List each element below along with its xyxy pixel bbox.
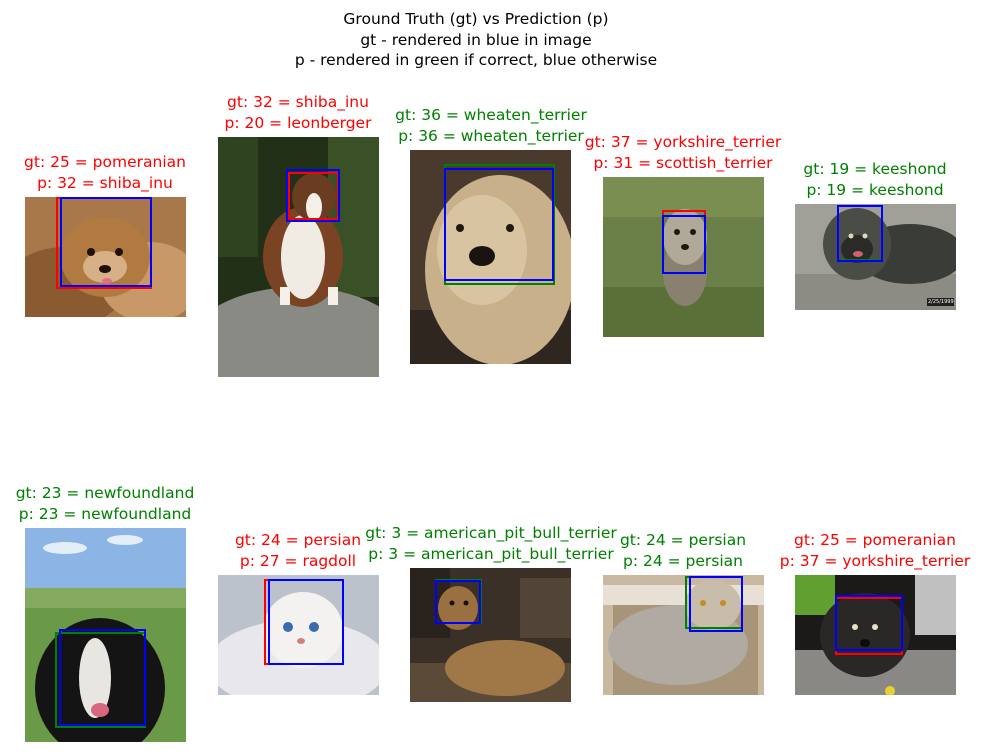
panel-gt-label: gt: 36 = wheaten_terrier bbox=[395, 106, 587, 124]
panel-gt-label: gt: 25 = pomeranian bbox=[24, 153, 186, 171]
panel-pred-label: p: 32 = shiba_inu bbox=[37, 173, 173, 192]
panel-gt-label: gt: 24 = persian bbox=[234, 531, 362, 549]
suptitle-line-1: Ground Truth (gt) vs Prediction (p) bbox=[343, 10, 609, 28]
pet-image-9 bbox=[795, 575, 956, 695]
pet-image-8 bbox=[603, 575, 764, 695]
panel-title-8: gt: 24 = persian p: 24 = persian bbox=[620, 530, 746, 571]
panel-gt-label: gt: 25 = pomeranian bbox=[794, 531, 956, 549]
panel-pred-label: p: 20 = leonberger bbox=[224, 113, 372, 132]
pet-image-5 bbox=[25, 528, 186, 742]
panel-title-1: gt: 32 = shiba_inu p: 20 = leonberger bbox=[225, 92, 372, 133]
panel-title-7: gt: 3 = american_pit_bull_terrier p: 3 =… bbox=[365, 523, 616, 564]
suptitle-line-2: gt - rendered in blue in image bbox=[360, 30, 592, 49]
panel-pred-label: p: 37 = yorkshire_terrier bbox=[779, 551, 971, 570]
pet-image-2 bbox=[410, 150, 571, 364]
pet-image-1 bbox=[218, 137, 379, 377]
panel-title-4: gt: 19 = keeshond p: 19 = keeshond bbox=[803, 159, 946, 200]
panel-pred-label: p: 31 = scottish_terrier bbox=[593, 153, 773, 172]
ground-truth-box bbox=[689, 576, 743, 632]
panel-gt-label: gt: 24 = persian bbox=[619, 531, 747, 549]
panel-pred-label: p: 24 = persian bbox=[622, 551, 743, 570]
ground-truth-box bbox=[444, 168, 554, 281]
pet-image-4: 2/25/1999 bbox=[795, 204, 956, 310]
panel-pred-label: p: 19 = keeshond bbox=[806, 180, 944, 199]
panel-gt-label: gt: 19 = keeshond bbox=[803, 160, 947, 178]
panel-pred-label: p: 3 = american_pit_bull_terrier bbox=[368, 544, 614, 563]
ground-truth-box bbox=[435, 580, 481, 624]
panel-title-2: gt: 36 = wheaten_terrier p: 36 = wheaten… bbox=[395, 105, 587, 146]
panel-gt-label: gt: 32 = shiba_inu bbox=[227, 93, 369, 111]
panel-gt-label: gt: 3 = american_pit_bull_terrier bbox=[365, 524, 617, 542]
ground-truth-box bbox=[59, 629, 146, 726]
panel-title-6: gt: 24 = persian p: 27 = ragdoll bbox=[235, 530, 361, 571]
ground-truth-box bbox=[835, 595, 903, 651]
panel-title-0: gt: 25 = pomeranian p: 32 = shiba_inu bbox=[24, 152, 186, 193]
pet-image-3 bbox=[603, 177, 764, 337]
pet-image-0 bbox=[25, 197, 186, 317]
figure-suptitle: Ground Truth (gt) vs Prediction (p) gt -… bbox=[0, 9, 952, 71]
panel-pred-label: p: 27 = ragdoll bbox=[239, 551, 357, 570]
panel-pred-label: p: 36 = wheaten_terrier bbox=[398, 126, 584, 145]
ground-truth-box bbox=[60, 197, 152, 287]
panel-gt-label: gt: 37 = yorkshire_terrier bbox=[584, 133, 782, 151]
ground-truth-box bbox=[268, 579, 344, 665]
ground-truth-box bbox=[286, 169, 340, 222]
panel-gt-label: gt: 23 = newfoundland bbox=[15, 484, 195, 502]
suptitle-line-3: p - rendered in green if correct, blue o… bbox=[294, 51, 658, 69]
ground-truth-box bbox=[662, 215, 706, 274]
panel-title-9: gt: 25 = pomeranian p: 37 = yorkshire_te… bbox=[780, 530, 970, 571]
pet-image-6 bbox=[218, 575, 379, 695]
panel-title-5: gt: 23 = newfoundland p: 23 = newfoundla… bbox=[16, 483, 195, 524]
image-date-stamp: 2/25/1999 bbox=[928, 299, 954, 305]
panel-title-3: gt: 37 = yorkshire_terrier p: 31 = scott… bbox=[585, 132, 781, 173]
ground-truth-box bbox=[837, 205, 883, 262]
pet-image-7 bbox=[410, 568, 571, 702]
panel-pred-label: p: 23 = newfoundland bbox=[18, 504, 192, 523]
